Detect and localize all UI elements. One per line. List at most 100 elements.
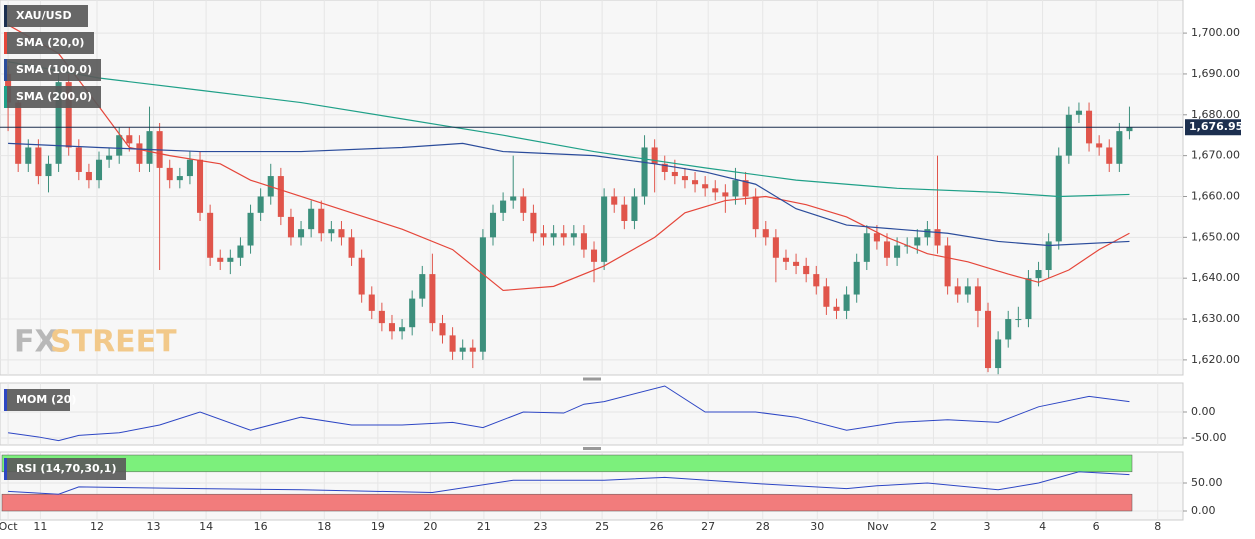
legend-label: SMA (200,0) (16, 90, 92, 103)
candle-body (1055, 155, 1062, 242)
legend-swatch (4, 59, 7, 81)
x-tick-label: 12 (90, 520, 104, 533)
candle-body (752, 196, 759, 230)
candle-body (207, 212, 214, 258)
candle-body (1045, 241, 1052, 271)
y-tick-label: 1,640.00 (1191, 271, 1240, 284)
x-tick-label: 28 (756, 520, 770, 533)
legend-box (4, 59, 101, 81)
y-tick-label: 0.00 (1191, 405, 1216, 418)
candle-body (1025, 278, 1032, 320)
candle-body (661, 163, 668, 172)
x-tick-label: 14 (199, 520, 213, 533)
candle-body (894, 245, 901, 258)
legend-label: SMA (100,0) (16, 63, 92, 76)
x-tick-label: 11 (33, 520, 47, 533)
candle-body (1035, 270, 1042, 279)
candle-body (489, 212, 497, 238)
x-tick-label: 3 (984, 520, 991, 533)
candle-body (651, 147, 658, 164)
candle-body (95, 159, 103, 181)
x-tick-label: Nov (867, 520, 889, 533)
legend-box (4, 458, 126, 480)
legend-box (4, 86, 101, 108)
candle-body (924, 229, 931, 238)
band (1, 493, 1133, 512)
sma-line (7, 61, 1130, 198)
legend-box (4, 5, 88, 27)
y-tick-label: -50.00 (1191, 431, 1226, 444)
x-tick-label: 30 (810, 520, 824, 533)
candle-body (1116, 131, 1123, 164)
candle-body (106, 155, 113, 160)
candle-body (237, 245, 244, 258)
candle-body (1126, 127, 1133, 132)
candle-body (1096, 143, 1103, 148)
x-tick-label: 27 (701, 520, 715, 533)
candle-body (974, 286, 981, 311)
candle-body (85, 171, 92, 181)
candle-body (883, 241, 891, 258)
x-tick-label: 8 (1154, 520, 1161, 533)
x-tick-label: 18 (317, 520, 331, 533)
candle-body (399, 327, 406, 332)
candle-body (328, 229, 335, 234)
sma-line (8, 142, 1130, 247)
candle-body (227, 257, 234, 262)
candle-body (702, 184, 709, 189)
candle-body (65, 82, 72, 148)
candle-body (439, 323, 446, 336)
x-tick-label: 21 (477, 520, 491, 533)
candle-body (590, 249, 598, 262)
candle-body (944, 245, 951, 287)
y-tick-label: 50.00 (1191, 476, 1223, 489)
candle-body (772, 237, 779, 258)
y-tick-label: 1,620.00 (1191, 353, 1240, 366)
candle-body (217, 257, 224, 262)
y-tick-label: 1,630.00 (1191, 312, 1240, 325)
candle-body (601, 196, 608, 262)
candle-body (631, 196, 638, 221)
legend-label: XAU/USD (16, 9, 72, 22)
legend-swatch (4, 32, 7, 54)
candle-body (449, 335, 456, 352)
legend-swatch (4, 389, 7, 411)
candle-body (853, 261, 860, 295)
legend-box (4, 32, 94, 54)
y-tick-label: 1,690.00 (1191, 67, 1240, 80)
candle-body (671, 171, 678, 177)
legend-label: SMA (20,0) (16, 36, 84, 49)
candle-body (500, 200, 507, 213)
candle-body (712, 188, 719, 193)
candle-body (298, 229, 305, 238)
x-tick-label: Oct (0, 520, 18, 533)
x-tick-label: 4 (1039, 520, 1046, 533)
candle-body (186, 159, 193, 177)
candle-body (196, 159, 204, 213)
candle-body (570, 233, 577, 238)
y-tick-label: 1,660.00 (1191, 189, 1240, 202)
candle-body (782, 257, 790, 262)
candle-body (277, 176, 284, 217)
sma-line (7, 24, 1130, 292)
candle-body (146, 131, 153, 164)
candle-body (378, 310, 385, 324)
candle-body (833, 306, 840, 311)
mom-panel (0, 382, 1184, 446)
candle-body (116, 135, 123, 156)
candle-body (55, 82, 62, 164)
candle-body (368, 294, 375, 311)
last-price-label: 1,676.95 (1189, 120, 1243, 133)
watermark: FX STREET (14, 325, 177, 360)
x-tick-label: 20 (423, 520, 437, 533)
candle-body (429, 274, 436, 324)
candle-body (681, 176, 688, 181)
y-tick-label: 1,700.00 (1191, 26, 1240, 39)
candle-body (1065, 114, 1072, 156)
legend-label: RSI (14,70,30,1) (16, 462, 116, 475)
candle-body (813, 274, 820, 287)
y-tick-label: 1,680.00 (1191, 108, 1240, 121)
candle-body (409, 298, 416, 328)
candle-body (914, 237, 921, 246)
